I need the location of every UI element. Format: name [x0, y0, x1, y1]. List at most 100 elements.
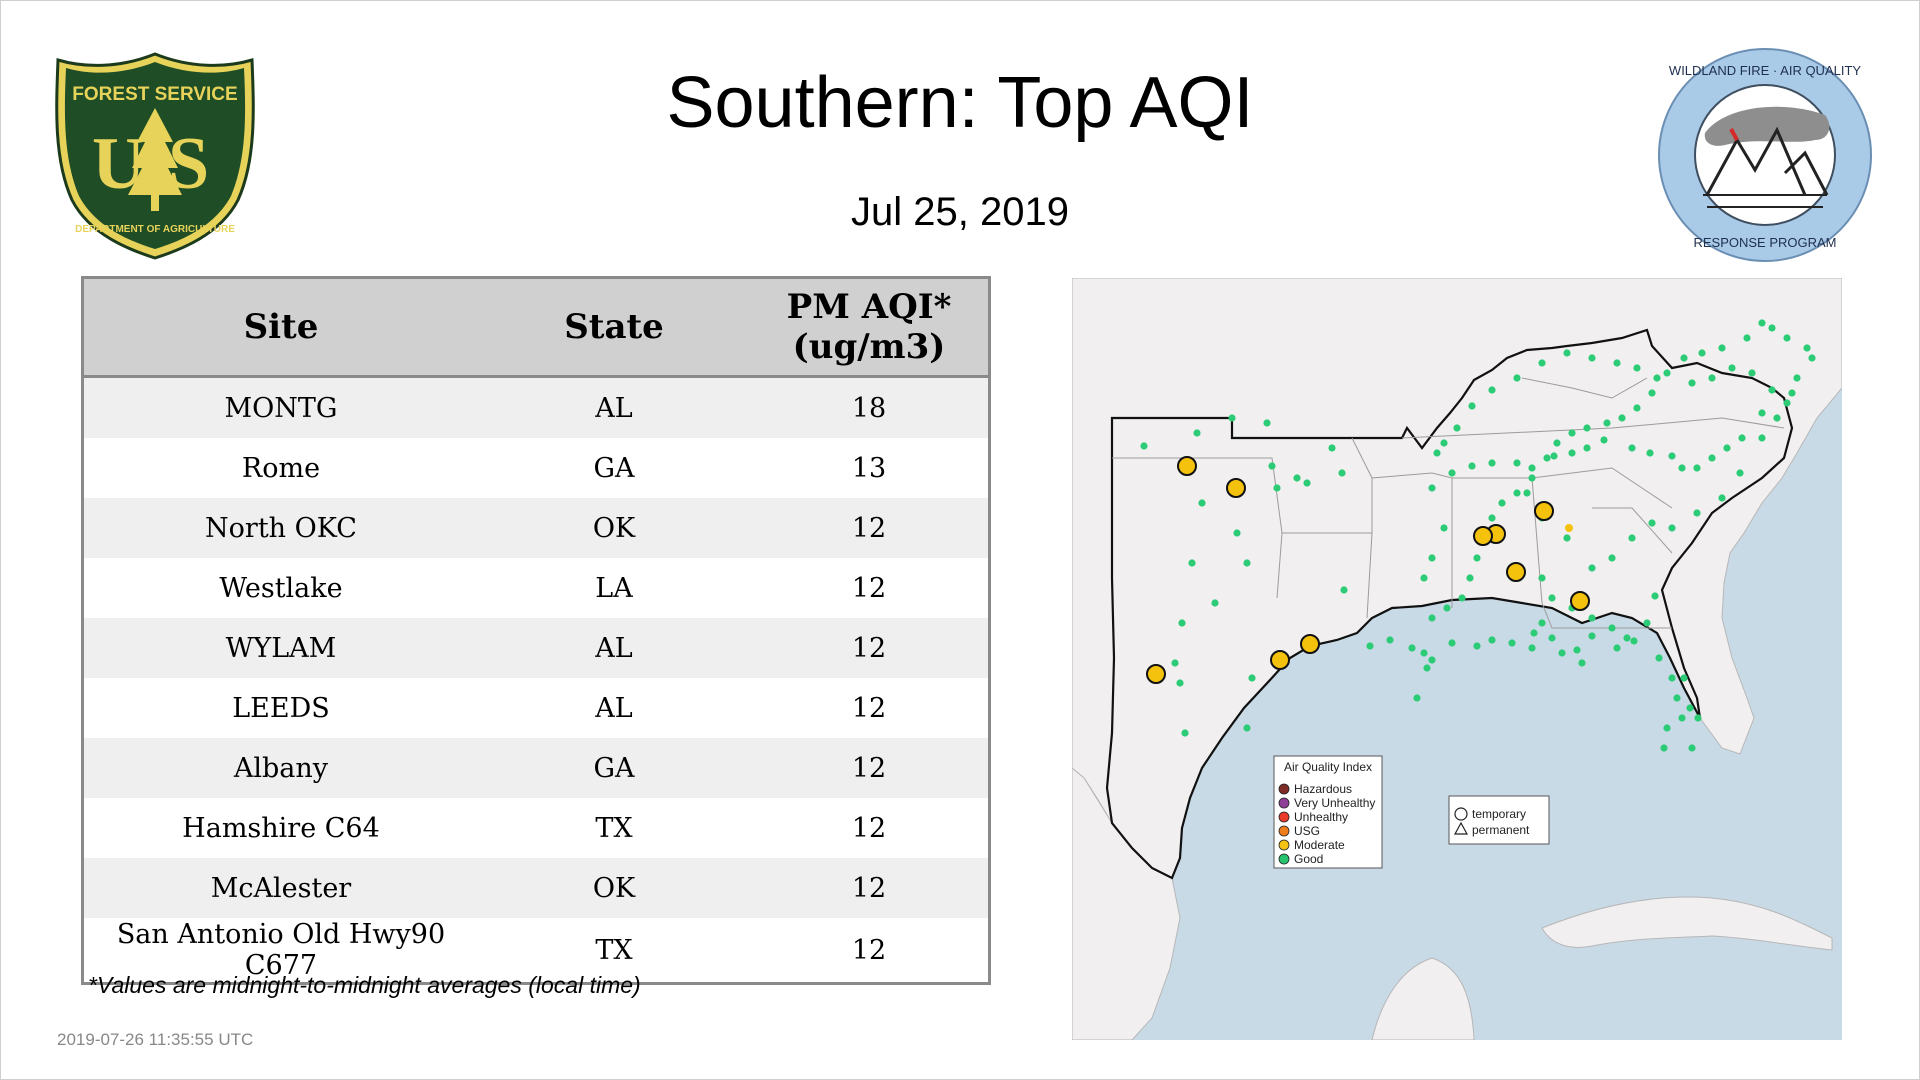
good-site-marker — [1528, 644, 1536, 652]
good-site-marker — [1433, 449, 1441, 457]
good-site-marker — [1198, 499, 1206, 507]
good-site-marker — [1783, 334, 1791, 342]
table-row: North OKC OK 12 — [82, 498, 990, 558]
good-site-marker — [1366, 642, 1374, 650]
good-site-marker — [1233, 529, 1241, 537]
good-site-marker — [1618, 414, 1626, 422]
permanent-triangle-icon — [1453, 821, 1469, 835]
cell-site: LEEDS — [82, 678, 478, 738]
good-site-marker — [1688, 744, 1696, 752]
good-site-marker — [1513, 374, 1521, 382]
good-site-marker — [1673, 694, 1681, 702]
moderate-site-marker — [1473, 526, 1493, 546]
cell-value: 12 — [750, 738, 990, 798]
good-site-marker — [1273, 484, 1281, 492]
good-site-marker — [1694, 714, 1702, 722]
moderate-permanent-marker — [1565, 524, 1573, 532]
good-site-marker — [1743, 334, 1751, 342]
footnote: *Values are midnight-to-midnight average… — [88, 972, 641, 998]
good-site-marker — [1420, 574, 1428, 582]
good-site-marker — [1303, 479, 1311, 487]
cell-value: 12 — [750, 798, 990, 858]
good-site-marker — [1583, 424, 1591, 432]
good-site-marker — [1188, 559, 1196, 567]
table-row: LEEDS AL 12 — [82, 678, 990, 738]
good-site-marker — [1663, 724, 1671, 732]
good-site-marker — [1788, 389, 1796, 397]
forest-service-shield-icon: FOREST SERVICE U S DEPARTMENT OF AGRICUL… — [55, 52, 255, 260]
good-site-marker — [1613, 644, 1621, 652]
good-site-marker — [1473, 642, 1481, 650]
cell-state: GA — [477, 738, 751, 798]
aqi-table: Site State PM AQI* (ug/m3) MONTG AL 18 Rom… — [81, 276, 991, 985]
good-site-marker — [1698, 349, 1706, 357]
good-site-marker — [1488, 514, 1496, 522]
good-site-marker — [1686, 704, 1694, 712]
wf-logo-ring-bottom: RESPONSE PROGRAM — [1693, 235, 1836, 250]
good-site-marker — [1783, 399, 1791, 407]
wildland-fire-air-quality-seal-icon: WILDLAND FIRE · AIR QUALITY RESPONSE PRO… — [1658, 48, 1872, 262]
good-site-marker — [1543, 454, 1551, 462]
moderate-site-marker — [1570, 591, 1590, 611]
good-site-marker — [1440, 524, 1448, 532]
good-site-marker — [1628, 534, 1636, 542]
cell-value: 12 — [750, 678, 990, 738]
cell-site: Albany — [82, 738, 478, 798]
cell-state: LA — [477, 558, 751, 618]
good-site-marker — [1680, 354, 1688, 362]
good-site-marker — [1718, 344, 1726, 352]
good-site-marker — [1338, 469, 1346, 477]
good-site-marker — [1633, 404, 1641, 412]
table-header-row: Site State PM AQI* (ug/m3) — [82, 277, 990, 378]
good-site-marker — [1538, 619, 1546, 627]
good-site-marker — [1608, 624, 1616, 632]
moderate-site-marker — [1534, 501, 1554, 521]
good-site-marker — [1488, 386, 1496, 394]
good-site-marker — [1340, 586, 1348, 594]
good-site-marker — [1678, 464, 1686, 472]
good-site-marker — [1171, 659, 1179, 667]
cell-value: 12 — [750, 558, 990, 618]
cell-site: Rome — [82, 438, 478, 498]
good-site-marker — [1428, 554, 1436, 562]
cell-value: 12 — [750, 858, 990, 918]
good-site-marker — [1758, 319, 1766, 327]
shape-legend: temporary permanent — [1448, 795, 1550, 845]
good-site-marker — [1748, 369, 1756, 377]
good-site-marker — [1538, 359, 1546, 367]
good-site-marker — [1466, 574, 1474, 582]
good-site-marker — [1453, 424, 1461, 432]
good-site-marker — [1723, 444, 1731, 452]
good-site-marker — [1428, 484, 1436, 492]
good-site-marker — [1538, 574, 1546, 582]
table-row: MONTG AL 18 — [82, 376, 990, 438]
table-row: WYLAM AL 12 — [82, 618, 990, 678]
header-pm-aqi: PM AQI* (ug/m3) — [750, 277, 990, 378]
legend-swatch — [1278, 797, 1290, 809]
good-site-marker — [1588, 354, 1596, 362]
cell-state: OK — [477, 858, 751, 918]
good-site-marker — [1573, 646, 1581, 654]
legend-swatch — [1278, 839, 1290, 851]
good-site-marker — [1660, 744, 1668, 752]
timestamp: 2019-07-26 11:35:55 UTC — [57, 1030, 254, 1049]
good-site-marker — [1758, 434, 1766, 442]
good-site-marker — [1263, 419, 1271, 427]
good-site-marker — [1653, 374, 1661, 382]
good-site-marker — [1140, 442, 1148, 450]
good-site-marker — [1768, 386, 1776, 394]
good-site-marker — [1603, 419, 1611, 427]
good-site-marker — [1268, 462, 1276, 470]
good-site-marker — [1193, 429, 1201, 437]
legend-item-label: Unhealthy — [1294, 810, 1348, 824]
cell-state: AL — [477, 376, 751, 438]
good-site-marker — [1773, 414, 1781, 422]
page-title: Southern: Top AQI — [666, 63, 1254, 143]
header-pm-aqi-line2: (ug/m3) — [792, 327, 946, 367]
legend-swatch — [1278, 811, 1290, 823]
good-site-marker — [1443, 604, 1451, 612]
good-site-marker — [1528, 464, 1536, 472]
legend-title: Air Quality Index — [1284, 760, 1372, 774]
fs-logo-top-text: FOREST SERVICE — [72, 84, 237, 105]
